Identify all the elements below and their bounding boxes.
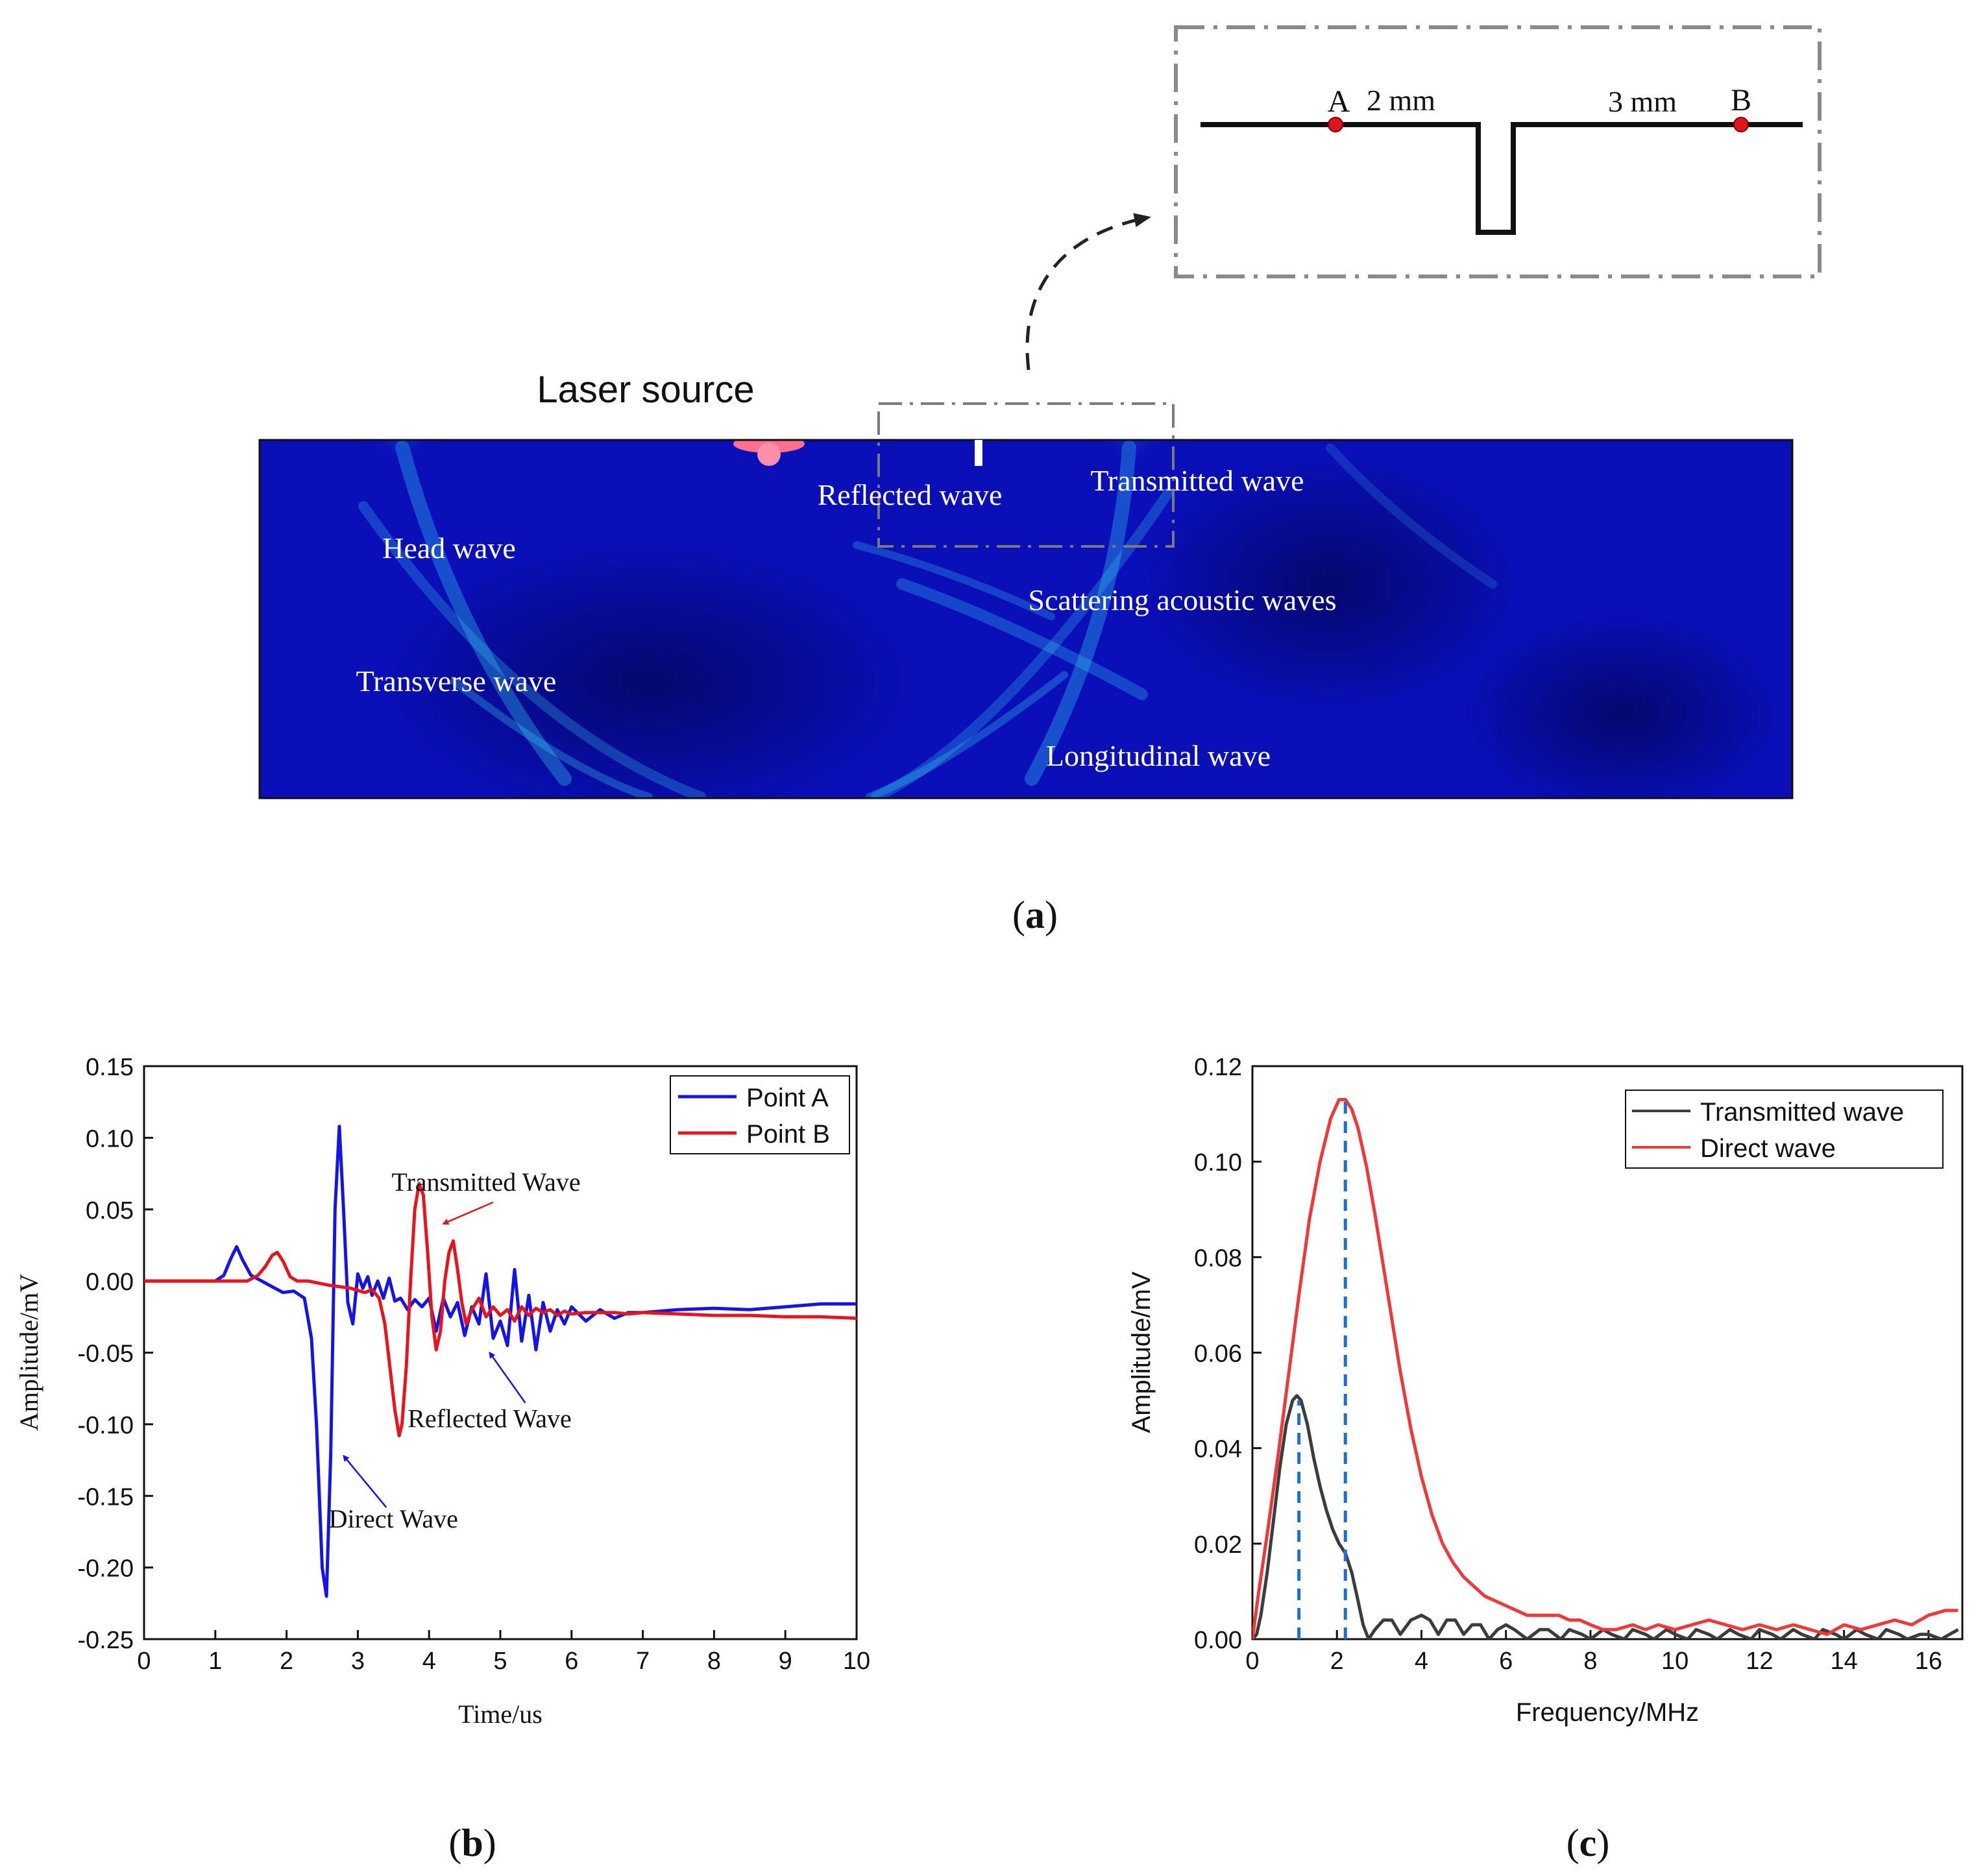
c-xtick-label: 12	[1746, 1648, 1773, 1675]
annotation-arrow-direct-wave	[343, 1454, 387, 1508]
b-xtick-label: 4	[422, 1648, 436, 1675]
b-ytick-label: 0.15	[86, 1054, 134, 1081]
c-ytick-label: 0.00	[1194, 1627, 1242, 1654]
transverse-wave-label: Transverse wave	[356, 664, 557, 698]
b-xtick-label: 6	[565, 1648, 578, 1675]
panel-b-chart: 0 1 2 3 4 5 6 7 8 9 10 -0.25 -0.20 -0.15 -0.10 -0.05 0.0…	[14, 1054, 870, 1864]
c-xtick-label: 16	[1915, 1648, 1942, 1675]
scattering-waves-label: Scattering acoustic waves	[1028, 583, 1336, 616]
chart-b-xlabel: Time/us	[458, 1699, 542, 1729]
annotation-direct-wave: Direct Wave	[329, 1504, 458, 1533]
chart-c-ylabel: Amplitude/mV	[1127, 1271, 1156, 1433]
chart-b-ticks: 0 1 2 3 4 5 6 7 8 9 10 -0.25 -0.20 -0.15 -0.10 -0.05 0.0…	[77, 1054, 870, 1675]
longitudinal-wave-label: Longitudinal wave	[1046, 739, 1271, 772]
distance-a-label: 2 mm	[1367, 84, 1435, 117]
inset-zoom: A 2 mm 3 mm B	[1174, 25, 1822, 278]
legend-label-point-b: Point B	[746, 1120, 830, 1149]
b-xtick-label: 2	[280, 1648, 293, 1675]
annotation-reflected-wave: Reflected Wave	[408, 1404, 572, 1433]
inset-surface-profile	[1201, 122, 1803, 235]
notch-defect	[975, 440, 982, 466]
annotation-transmitted-wave: Transmitted Wave	[391, 1167, 580, 1197]
point-b-marker	[1733, 117, 1749, 132]
series-line-point-a	[144, 1125, 857, 1598]
laser-source-label: Laser source	[537, 369, 754, 411]
b-ytick-label: -0.25	[77, 1627, 134, 1654]
panel-a-caption: (a)	[1012, 894, 1058, 936]
c-xtick-label: 10	[1661, 1648, 1688, 1675]
b-xtick-label: 10	[843, 1648, 870, 1675]
wave-field	[260, 440, 1792, 798]
annotation-arrow-transmitted-wave	[442, 1201, 494, 1225]
b-xtick-label: 9	[779, 1648, 792, 1675]
b-xtick-label: 0	[137, 1648, 151, 1675]
chart-b-legend: Point A Point B	[670, 1075, 850, 1154]
b-ytick-label: 0.00	[86, 1269, 134, 1296]
b-ytick-label: 0.10	[86, 1125, 134, 1152]
b-xtick-label: 5	[493, 1648, 507, 1675]
b-xtick-label: 8	[707, 1648, 721, 1675]
chart-c-legend: Transmitted wave Direct wave	[1625, 1090, 1944, 1169]
zoom-arrow	[1025, 213, 1151, 371]
panel-c-chart: 0 2 4 6 8 10 12 14 16 0.00 0.02 0.04 0.06 0.08 0.10 0.1…	[1127, 1054, 1964, 1864]
b-ytick-label: -0.20	[77, 1555, 134, 1583]
b-xtick-label: 7	[636, 1648, 650, 1675]
panel-a-simulation: A 2 mm 3 mm B Laser source Reflected wav…	[258, 25, 1822, 936]
c-xtick-label: 2	[1330, 1648, 1344, 1675]
b-ytick-label: -0.15	[77, 1483, 134, 1511]
c-xtick-label: 14	[1831, 1648, 1858, 1675]
c-ytick-label: 0.04	[1194, 1436, 1242, 1463]
c-xtick-label: 8	[1583, 1648, 1597, 1675]
chart-c-series	[1252, 1098, 1959, 1639]
legend-label-transmitted-wave: Transmitted wave	[1700, 1098, 1904, 1127]
c-ytick-label: 0.08	[1194, 1245, 1242, 1272]
c-xtick-label: 6	[1499, 1648, 1513, 1675]
c-xtick-label: 0	[1245, 1648, 1259, 1675]
series-line-point-b	[144, 1182, 857, 1437]
chart-b-series	[144, 1125, 857, 1598]
chart-c-ticks: 0 2 4 6 8 10 12 14 16 0.00 0.02 0.04 0.06 0.08 0.10 0.1…	[1194, 1054, 1942, 1675]
c-xtick-label: 4	[1415, 1648, 1428, 1675]
b-ytick-label: -0.05	[77, 1341, 134, 1368]
legend-label-point-a: Point A	[746, 1084, 829, 1112]
b-xtick-label: 3	[351, 1648, 365, 1675]
b-ytick-label: -0.10	[77, 1412, 134, 1439]
legend-label-direct-wave: Direct wave	[1700, 1134, 1836, 1163]
c-ytick-label: 0.10	[1194, 1149, 1242, 1176]
transmitted-wave-label: Transmitted wave	[1090, 464, 1304, 497]
chart-c-xlabel: Frequency/MHz	[1516, 1698, 1699, 1727]
head-wave-label: Head wave	[382, 531, 516, 565]
point-b-label: B	[1731, 83, 1751, 117]
point-a-label: A	[1328, 84, 1350, 119]
annotation-arrow-reflected-wave	[489, 1351, 526, 1404]
inset-region-box	[877, 402, 1175, 548]
c-ytick-label: 0.12	[1194, 1054, 1242, 1081]
chart-b-ylabel: Amplitude/mV	[14, 1274, 43, 1431]
distance-b-label: 3 mm	[1608, 85, 1677, 118]
reflected-wave-label: Reflected wave	[818, 478, 1003, 511]
b-xtick-label: 1	[208, 1648, 222, 1675]
b-ytick-label: 0.05	[86, 1197, 134, 1224]
c-ytick-label: 0.06	[1194, 1341, 1242, 1368]
panel-b-caption: (b)	[448, 1821, 496, 1864]
series-line-direct-wave	[1252, 1098, 1958, 1639]
chart-b-annotations: Transmitted Wave Reflected Wave Direct Wav…	[329, 1167, 581, 1533]
c-ytick-label: 0.02	[1194, 1531, 1242, 1559]
panel-c-caption: (c)	[1566, 1821, 1610, 1864]
point-a-marker	[1328, 117, 1343, 132]
